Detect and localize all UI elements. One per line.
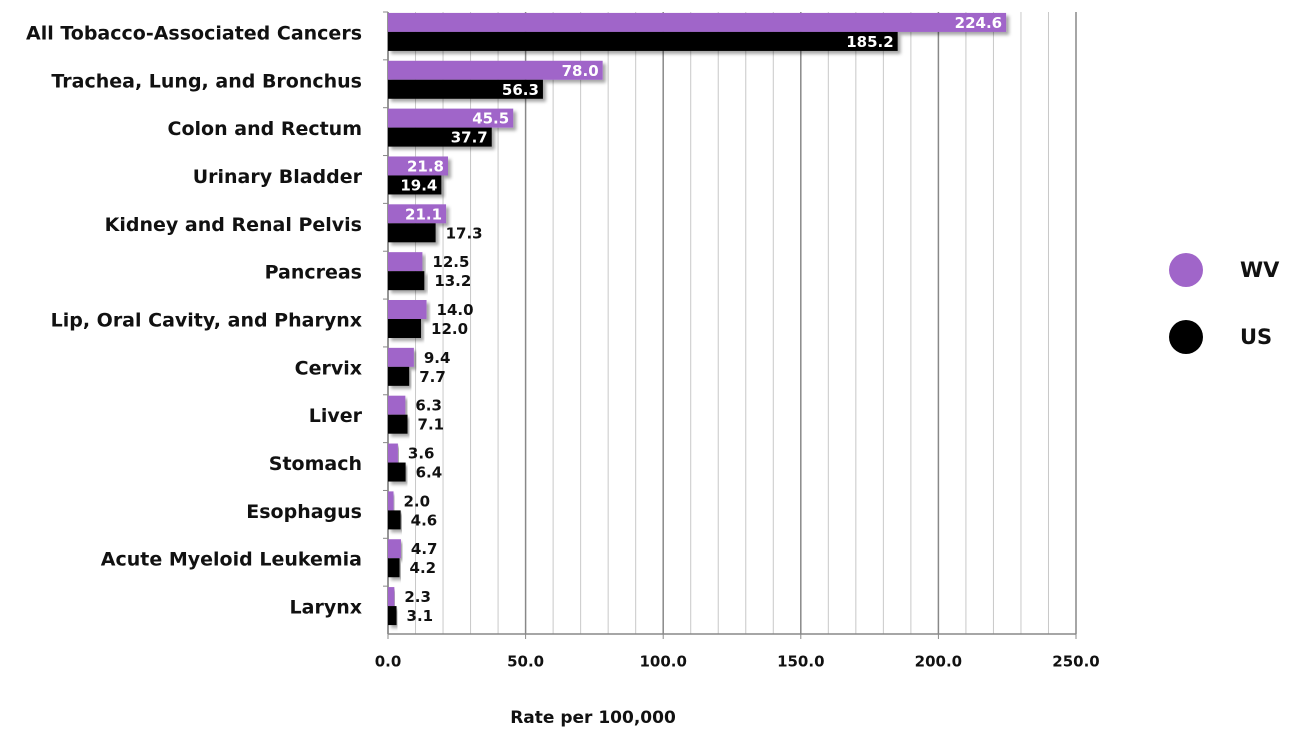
y-tick-label: Urinary Bladder: [193, 166, 363, 188]
value-label: 9.4: [424, 349, 451, 367]
bar: [388, 31, 898, 51]
value-label: 12.0: [431, 320, 468, 338]
value-label: 56.3: [502, 81, 539, 99]
y-tick-label: Kidney and Renal Pelvis: [105, 214, 362, 236]
y-tick-label: Lip, Oral Cavity, and Pharynx: [51, 310, 362, 332]
value-label: 3.1: [407, 607, 434, 625]
legend-label: WV: [1240, 258, 1280, 282]
x-tick-label: 150.0: [777, 653, 824, 671]
bar: [388, 156, 448, 176]
value-label: 17.3: [446, 224, 483, 242]
y-tick-label: Pancreas: [265, 262, 362, 284]
bar: [388, 366, 410, 386]
value-label: 4.6: [411, 511, 438, 529]
legend-label: US: [1240, 325, 1272, 349]
y-tick-label: Cervix: [295, 357, 362, 379]
legend-swatch: [1169, 320, 1203, 354]
bar: [388, 414, 408, 434]
value-label: 78.0: [562, 62, 599, 80]
bar: [388, 462, 406, 482]
bar: [388, 395, 406, 415]
y-tick-label: Stomach: [269, 453, 362, 475]
value-label: 7.7: [419, 368, 446, 386]
bar: [388, 271, 425, 291]
bar: [388, 319, 422, 338]
bar: [388, 223, 436, 243]
value-label: 185.2: [846, 33, 893, 51]
bar: [388, 79, 543, 99]
x-tick-label: 250.0: [1052, 653, 1099, 671]
x-tick-label: 0.0: [375, 653, 402, 671]
value-label: 19.4: [400, 176, 437, 194]
bar: [388, 347, 414, 367]
value-label: 6.3: [415, 397, 442, 415]
y-tick-label: Colon and Rectum: [168, 118, 362, 140]
value-label: 21.8: [407, 157, 444, 175]
y-tick-label: All Tobacco-Associated Cancers: [26, 22, 362, 44]
value-label: 37.7: [451, 129, 488, 147]
value-label: 7.1: [418, 416, 445, 434]
bar: [388, 443, 398, 463]
bar: [388, 60, 603, 80]
y-tick-label: Esophagus: [246, 501, 362, 523]
value-label: 2.0: [404, 492, 431, 510]
value-label: 224.6: [955, 14, 1002, 32]
bar: [388, 558, 400, 578]
bar: [388, 539, 401, 559]
value-label: 21.1: [405, 205, 442, 223]
value-label: 4.7: [411, 540, 438, 558]
y-tick-label: Trachea, Lung, and Bronchus: [51, 70, 362, 92]
value-label: 45.5: [472, 110, 509, 128]
y-tick-label: Larynx: [290, 597, 362, 619]
value-label: 6.4: [416, 464, 443, 482]
value-label: 13.2: [434, 272, 471, 290]
value-label: 14.0: [437, 301, 474, 319]
bar: [388, 108, 514, 128]
value-label: 3.6: [408, 445, 435, 463]
value-label: 12.5: [432, 253, 469, 271]
bar: [388, 252, 423, 272]
bar: [388, 491, 394, 511]
y-tick-label: Liver: [309, 405, 363, 427]
bar: [388, 127, 492, 147]
bar: [388, 300, 427, 319]
bar: [388, 204, 447, 224]
value-label: 4.2: [410, 559, 437, 577]
x-tick-label: 200.0: [915, 653, 962, 671]
bar: [388, 12, 1007, 32]
bar: [388, 510, 401, 530]
x-tick-label: 50.0: [507, 653, 544, 671]
legend-swatch: [1169, 253, 1203, 287]
x-tick-label: 100.0: [639, 653, 686, 671]
x-axis-title: Rate per 100,000: [510, 708, 676, 728]
y-tick-label: Acute Myeloid Leukemia: [101, 549, 362, 571]
bar: [388, 587, 395, 607]
bar: [388, 175, 442, 195]
value-label: 2.3: [404, 588, 431, 606]
bar: [388, 606, 397, 626]
